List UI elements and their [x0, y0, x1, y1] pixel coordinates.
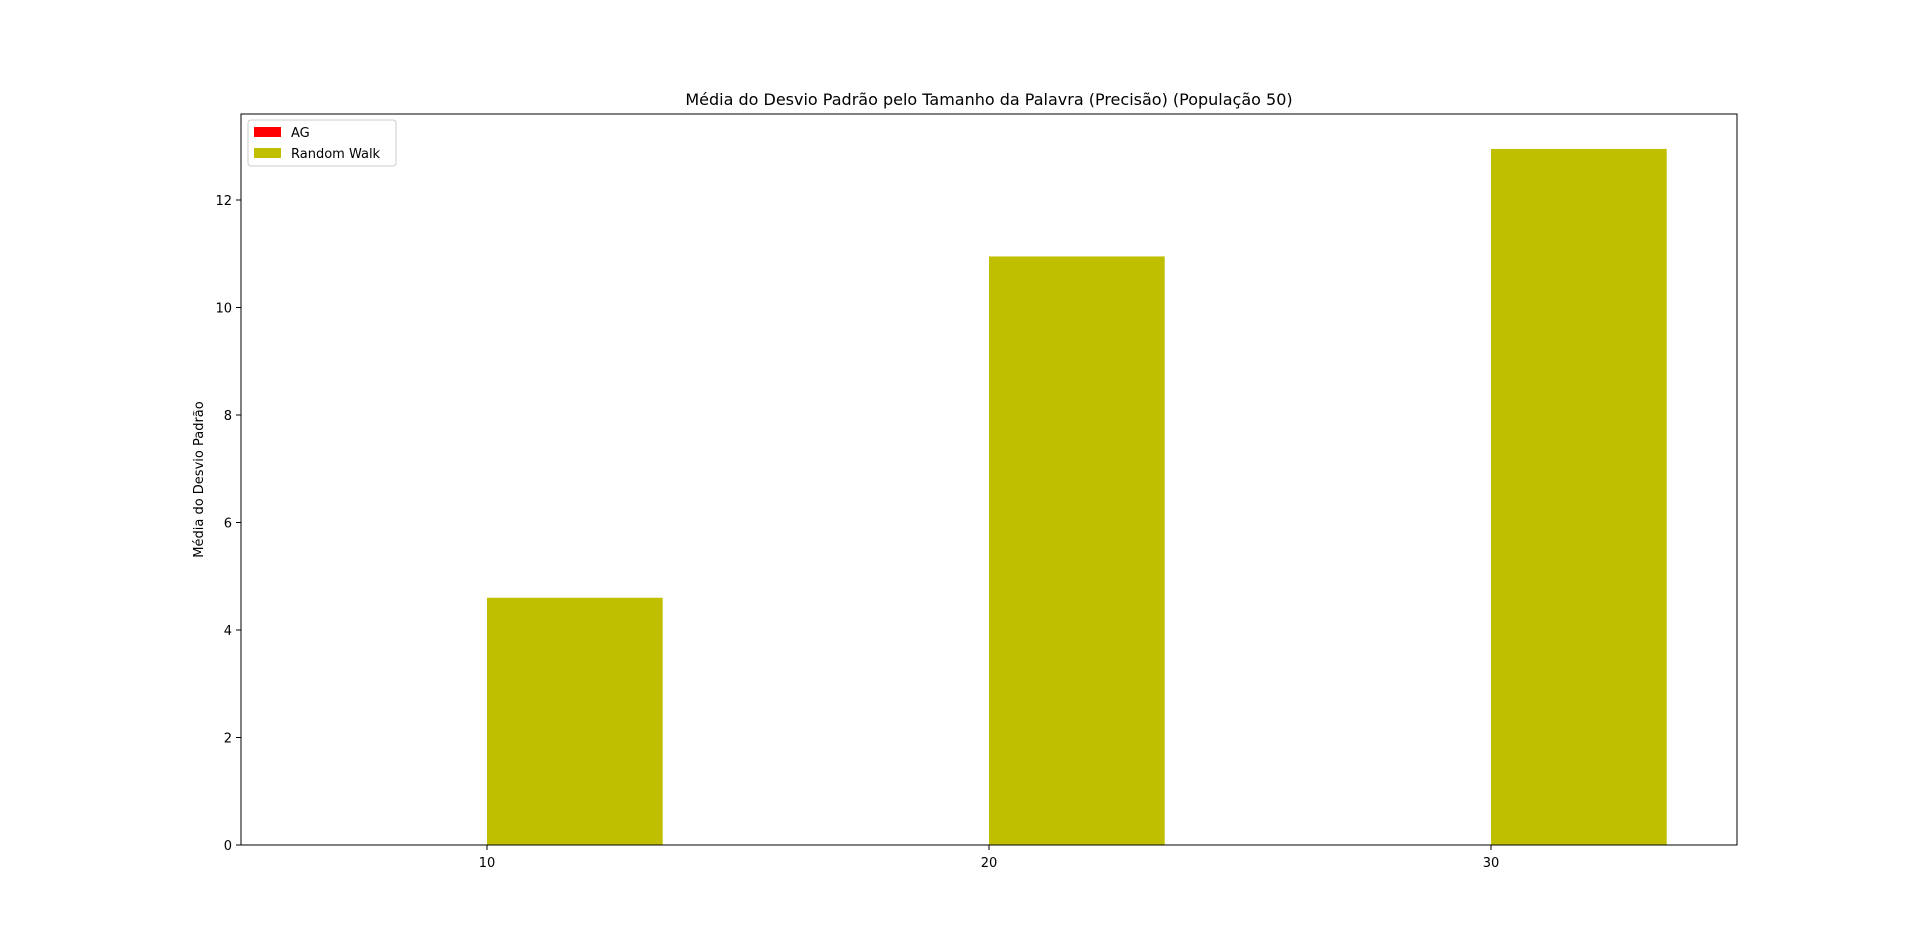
x-tick-label-0: 10	[479, 856, 496, 871]
x-tick-label-1: 20	[981, 856, 998, 871]
y-tick-label-3: 6	[224, 517, 232, 532]
legend-swatch-1	[254, 148, 281, 158]
y-axis-label: Média do Desvio Padrão	[192, 401, 207, 557]
bars-group	[486, 148, 1667, 845]
legend: AG Random Walk	[247, 119, 397, 167]
x-tick-label-2: 30	[1483, 856, 1500, 871]
legend-box	[247, 119, 397, 167]
y-tick-label-1: 2	[224, 732, 232, 747]
y-tick-label-4: 8	[224, 409, 232, 424]
y-tick-label-6: 12	[215, 194, 232, 209]
y-axis: 0 2 4 6 8 10 12	[215, 194, 241, 854]
bar-1-1	[989, 256, 1165, 845]
y-tick-label-2: 4	[224, 624, 232, 639]
bar-1-2	[1491, 148, 1667, 845]
y-tick-label-5: 10	[215, 302, 232, 317]
legend-label-0: AG	[291, 126, 310, 141]
legend-label-1: Random Walk	[291, 147, 381, 162]
y-tick-label-0: 0	[224, 839, 232, 854]
bar-1-0	[486, 597, 663, 845]
plot-frame	[240, 113, 1738, 846]
x-axis: 10 20 30	[479, 845, 1500, 871]
chart-title: Média do Desvio Padrão pelo Tamanho da P…	[685, 90, 1292, 109]
legend-swatch-0	[254, 127, 281, 137]
